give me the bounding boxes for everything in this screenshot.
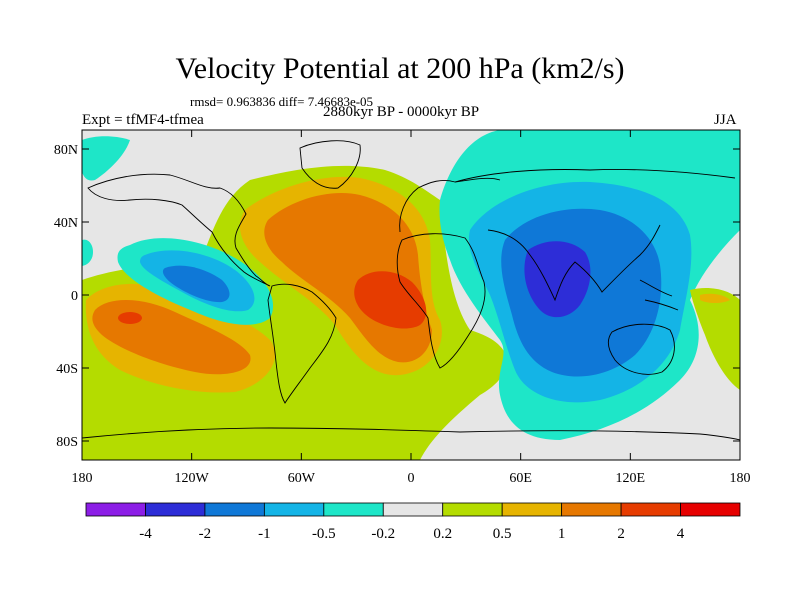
colorbar-label: -0.2: [371, 526, 395, 542]
coastlines: [82, 140, 740, 441]
colorbar-swatch: [263, 502, 325, 517]
contour-field: [82, 130, 740, 460]
colorbar-label: -2: [199, 526, 212, 542]
colorbar-swatch: [442, 502, 503, 517]
y-tick-label: 80N: [54, 143, 78, 158]
colorbar: -4 -2 -1 -0.5 -0.2 0.2 0.5 1 2 4: [85, 502, 741, 542]
contour-negative-0.2-arctic: [82, 136, 130, 181]
x-tick-label: 60W: [288, 471, 316, 486]
colorbar-label: 0.5: [493, 526, 512, 542]
colorbar-swatch: [323, 502, 384, 517]
y-axis: 80N 40N 0 40S 80S: [54, 143, 740, 450]
coastline-greenland: [299, 140, 361, 189]
colorbar-label: 1: [558, 526, 566, 542]
x-tick-label: 180: [72, 471, 93, 486]
y-tick-label: 0: [71, 289, 78, 304]
coastline-africa: [396, 233, 486, 369]
coastline-eurasia: [454, 169, 736, 183]
colorbar-swatch: [680, 502, 741, 517]
y-tick-label: 40N: [54, 216, 78, 231]
colorbar-label: -0.5: [312, 526, 336, 542]
colorbar-label: -1: [258, 526, 271, 542]
contour-positive-0.5-east-pacific: [700, 293, 730, 303]
coastline-north-america: [87, 173, 271, 287]
experiment-label: Expt = tfMF4-tfmea: [82, 112, 204, 128]
colorbar-swatch: [204, 502, 265, 517]
contour-negative-1-pacific: [162, 265, 230, 303]
contour-negative-2: [524, 241, 591, 318]
map-title: Velocity Potential at 200 hPa (km2/s): [175, 52, 625, 85]
coastline-asia: [487, 224, 661, 302]
colorbar-swatch: [382, 502, 444, 517]
colorbar-swatch: [561, 502, 622, 517]
contour-negative-0.2-west: [82, 239, 93, 266]
contour-positive-0.2-east-pacific: [690, 288, 740, 390]
colorbar-swatch: [145, 502, 206, 517]
colorbar-label: -4: [139, 526, 152, 542]
colorbar-label: 0.2: [433, 526, 452, 542]
contour-positive-2-pacific: [118, 312, 142, 324]
stats-line: rmsd= 0.963836 diff= 7.46683e-05: [190, 94, 374, 109]
y-tick-label: 40S: [56, 362, 78, 377]
x-tick-label: 120W: [175, 471, 210, 486]
x-tick-label: 120E: [616, 471, 646, 486]
coastline-antarctica: [82, 427, 740, 441]
contour-positive-2: [354, 271, 427, 329]
colorbar-swatch: [620, 502, 681, 517]
x-tick-label: 60E: [509, 471, 532, 486]
coastline-maritime-continent: [639, 279, 679, 311]
colorbar-swatch: [85, 502, 146, 517]
y-tick-label: 80S: [56, 435, 78, 450]
x-axis: 180 120W 60W 0 60E 120E 180: [72, 130, 751, 486]
coastline-australia: [608, 323, 675, 375]
x-tick-label: 0: [408, 471, 415, 486]
x-tick-label: 180: [730, 471, 751, 486]
colorbar-label: 2: [617, 526, 625, 542]
coastline-south-america: [267, 283, 337, 404]
season-label: JJA: [714, 112, 737, 128]
period-label: 2880kyr BP - 0000kyr BP: [323, 104, 480, 120]
colorbar-label: 4: [677, 526, 685, 542]
coastline-europe: [399, 177, 501, 233]
colorbar-swatch: [501, 502, 563, 517]
